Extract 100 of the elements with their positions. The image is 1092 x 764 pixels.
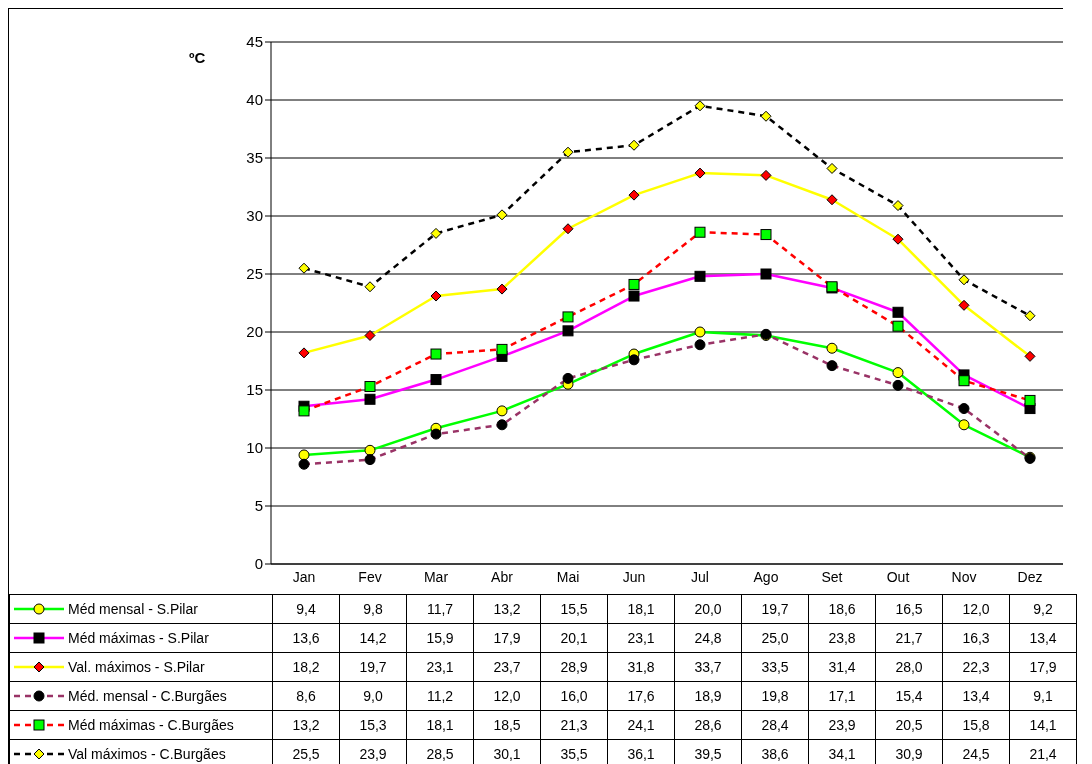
data-label: 18,5 [473,710,541,740]
data-label: 9,4 [272,594,340,624]
legend-label: Méd máximas - S.Pilar [68,630,209,646]
data-label: 13,6 [272,623,340,653]
data-label: 12,0 [473,681,541,711]
y-tick-label: 20 [246,323,263,341]
data-label: 17,1 [808,681,876,711]
y-tick-label: 15 [246,381,263,399]
data-label: 23,7 [473,652,541,682]
data-label: 13,4 [942,681,1010,711]
data-label: 17,6 [607,681,675,711]
data-label: 13,2 [473,594,541,624]
data-label: 9,8 [339,594,407,624]
x-tick-label: Out [886,568,910,585]
data-label: 28,9 [540,652,608,682]
legend-label: Méd. mensal - C.Burgães [68,688,227,704]
data-label: 9,2 [1009,594,1077,624]
y-tick-label: 25 [246,265,263,283]
data-label: 23,1 [406,652,474,682]
data-label: 36,1 [607,739,675,764]
data-label: 16,0 [540,681,608,711]
data-label: 8,6 [272,681,340,711]
data-label: 30,9 [875,739,943,764]
x-tick-label: Ago [753,568,779,585]
x-tick-label: Mai [556,568,580,585]
data-label: 19,8 [741,681,809,711]
legend-label: Val máximos - C.Burgães [68,746,226,762]
x-tick-label: Set [821,568,843,585]
y-tick-label: 10 [246,439,263,457]
data-label: 15,9 [406,623,474,653]
data-label: 21,4 [1009,739,1077,764]
data-label: 39,5 [674,739,742,764]
data-label: 15,3 [339,710,407,740]
y-tick-label: 5 [254,497,263,515]
data-label: 35,5 [540,739,608,764]
y-axis-title: ºC [189,49,206,66]
x-tick-label: Jun [622,568,646,585]
y-tick-label: 0 [254,555,263,573]
data-label: 23,1 [607,623,675,653]
data-label: 33,5 [741,652,809,682]
data-label: 25,0 [741,623,809,653]
data-label: 15,5 [540,594,608,624]
data-label: 14,2 [339,623,407,653]
data-label: 11,7 [406,594,474,624]
data-label: 20,0 [674,594,742,624]
data-label: 16,5 [875,594,943,624]
data-label: 24,1 [607,710,675,740]
data-label: 16,3 [942,623,1010,653]
data-label: 17,9 [473,623,541,653]
data-label: 15,4 [875,681,943,711]
data-label: 21,7 [875,623,943,653]
data-label: 23,9 [808,710,876,740]
data-label: 18,6 [808,594,876,624]
data-label: 33,7 [674,652,742,682]
legend-label: Val. máximos - S.Pilar [68,659,205,675]
data-label: 24,8 [674,623,742,653]
data-label: 9,0 [339,681,407,711]
data-label: 18,2 [272,652,340,682]
legend-label: Méd mensal - S.Pilar [68,601,198,617]
x-tick-label: Abr [491,568,514,585]
data-label: 18,9 [674,681,742,711]
data-label: 13,2 [272,710,340,740]
data-label: 28,4 [741,710,809,740]
data-label: 20,5 [875,710,943,740]
data-label: 17,9 [1009,652,1077,682]
data-label: 30,1 [473,739,541,764]
y-tick-label: 45 [246,33,263,51]
data-label: 38,6 [741,739,809,764]
data-label: 31,4 [808,652,876,682]
data-label: 34,1 [808,739,876,764]
y-tick-label: 30 [246,207,263,225]
data-label: 22,3 [942,652,1010,682]
data-label: 24,5 [942,739,1010,764]
x-tick-label: Nov [951,568,977,585]
data-label: 31,8 [607,652,675,682]
data-label: 21,3 [540,710,608,740]
data-label: 28,5 [406,739,474,764]
data-label: 9,1 [1009,681,1077,711]
data-label: 18,1 [607,594,675,624]
data-label: 11,2 [406,681,474,711]
data-label: 23,8 [808,623,876,653]
data-label: 25,5 [272,739,340,764]
y-tick-label: 40 [246,91,263,109]
x-tick-label: Jul [691,568,709,585]
legend-label: Méd máximas - C.Burgães [68,717,234,733]
data-label: 19,7 [741,594,809,624]
data-label: 19,7 [339,652,407,682]
data-label: 23,9 [339,739,407,764]
data-label: 20,1 [540,623,608,653]
data-label: 12,0 [942,594,1010,624]
data-label: 28,0 [875,652,943,682]
data-label: 15,8 [942,710,1010,740]
data-label: 13,4 [1009,623,1077,653]
x-tick-label: Dez [1017,568,1043,585]
x-tick-label: Mar [423,568,449,585]
data-label: 28,6 [674,710,742,740]
y-tick-label: 35 [246,149,263,167]
x-tick-label: Jan [292,568,316,585]
data-label: 18,1 [406,710,474,740]
data-label: 14,1 [1009,710,1077,740]
